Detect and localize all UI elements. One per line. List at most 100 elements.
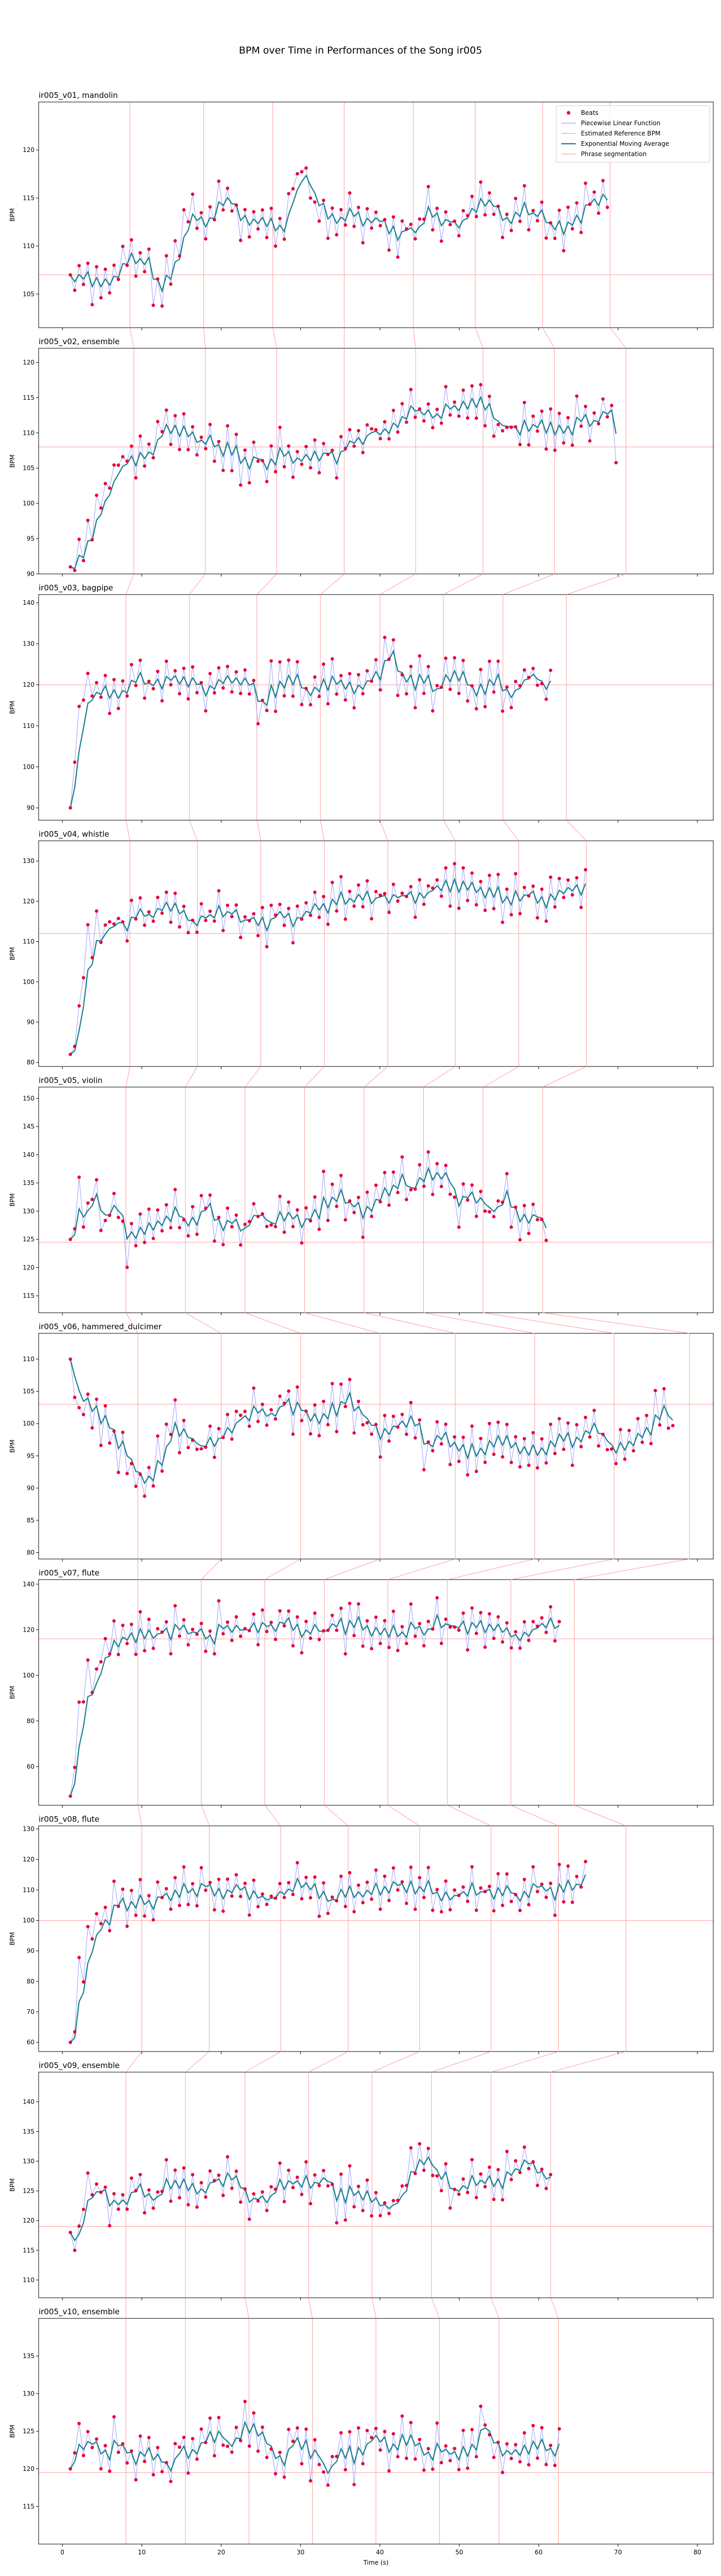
beat-point — [531, 1620, 535, 1623]
beat-point — [374, 2191, 378, 2195]
beat-point — [374, 1615, 378, 1619]
beat-point — [247, 2444, 251, 2448]
x-tick-label: 40 — [376, 2549, 384, 2556]
beats-group — [68, 1596, 561, 1798]
y-tick-label: 120 — [23, 2217, 35, 2224]
beat-point — [344, 447, 347, 450]
beat-point — [243, 915, 247, 919]
phrase-connector — [542, 1066, 587, 1088]
beat-point — [73, 1227, 77, 1231]
beat-point — [156, 1208, 160, 1212]
panel-7: ir005_v07, flute 60 80 100 120 140 BPM — [9, 1568, 714, 1808]
beat-point — [483, 908, 487, 912]
phrase-connector — [245, 2297, 249, 2319]
beat-point — [186, 930, 190, 935]
beat-point — [466, 899, 470, 903]
beat-point — [370, 1647, 373, 1651]
beat-point — [164, 1203, 168, 1207]
beat-point — [160, 911, 164, 915]
beat-point — [352, 225, 356, 228]
beat-point — [273, 244, 278, 248]
beat-point — [483, 1890, 487, 1893]
beat-point — [322, 662, 325, 666]
beat-point — [544, 1239, 548, 1242]
beat-point — [422, 2468, 426, 2472]
x-tick-label: 30 — [297, 2549, 304, 2556]
beat-point — [522, 668, 526, 672]
beat-point — [178, 2445, 181, 2449]
beat-point — [466, 1648, 470, 1652]
beat-point — [204, 709, 208, 713]
beat-point — [243, 208, 247, 212]
y-axis-label: BPM — [9, 1193, 16, 1207]
y-tick-label: 60 — [27, 1763, 35, 1770]
beat-point — [531, 1202, 535, 1206]
beat-point — [501, 235, 505, 240]
beat-point — [221, 1435, 225, 1439]
beat-point — [474, 2196, 478, 2199]
y-axis-label: BPM — [9, 454, 16, 468]
beat-point — [186, 1446, 190, 1449]
beat-point — [125, 1924, 129, 1928]
y-tick-label: 125 — [23, 1236, 35, 1243]
beat-point — [99, 696, 103, 699]
beat-point — [513, 1205, 518, 1209]
beat-point — [409, 2146, 413, 2150]
beat-point — [261, 2425, 264, 2429]
beat-point — [444, 656, 448, 660]
beat-point — [282, 1895, 286, 1900]
beat-point — [213, 1908, 216, 1912]
beat-point — [68, 1053, 72, 1056]
beat-point — [370, 2214, 373, 2218]
beat-point — [344, 1218, 347, 1222]
beat-point — [273, 2472, 278, 2476]
phrase-connector — [308, 2051, 349, 2073]
phrase-connector — [542, 1312, 690, 1334]
beat-point — [365, 2178, 369, 2182]
beats-group — [68, 383, 618, 572]
beat-point — [204, 2441, 208, 2445]
beat-point — [308, 1432, 313, 1436]
beat-point — [488, 395, 491, 398]
beat-point — [400, 1880, 404, 1884]
beat-point — [461, 2177, 465, 2181]
beat-point — [256, 1905, 260, 1909]
beat-point — [265, 1903, 269, 1906]
phrase-connector — [185, 2051, 210, 2073]
y-tick-label: 85 — [27, 1517, 35, 1524]
beat-point — [496, 1872, 500, 1876]
x-tick-label: 20 — [217, 2549, 225, 2556]
beat-point — [426, 402, 430, 406]
beat-point — [104, 2185, 107, 2189]
beat-point — [544, 919, 548, 923]
beat-point — [505, 1422, 509, 1427]
beat-point — [352, 2483, 356, 2486]
beat-point — [474, 1632, 478, 1635]
beat-point — [195, 1447, 199, 1451]
beat-point — [396, 255, 400, 259]
beat-point — [208, 1880, 212, 1885]
beat-point — [99, 2467, 103, 2471]
beat-point — [95, 1397, 98, 1401]
beat-point — [169, 1433, 173, 1436]
beat-point — [304, 2160, 308, 2164]
beat-point — [566, 878, 570, 882]
y-tick-label: 90 — [27, 1019, 35, 1026]
ema-line — [70, 1359, 674, 1485]
legend-label: Exponential Moving Average — [581, 140, 669, 147]
beat-point — [322, 894, 325, 899]
y-tick-label: 115 — [23, 1292, 35, 1299]
beat-point — [335, 1629, 338, 1632]
beat-point — [195, 2205, 199, 2209]
beat-point — [339, 1174, 343, 1177]
beat-point — [370, 1897, 373, 1901]
beat-point — [147, 2188, 151, 2192]
beat-point — [513, 1630, 518, 1634]
beat-point — [671, 1423, 675, 1428]
phrase-connector — [185, 1312, 221, 1334]
beat-point — [339, 1606, 343, 1610]
beat-point — [518, 912, 522, 916]
beat-point — [435, 1888, 439, 1891]
beat-point — [73, 2451, 77, 2455]
beat-point — [361, 905, 365, 909]
